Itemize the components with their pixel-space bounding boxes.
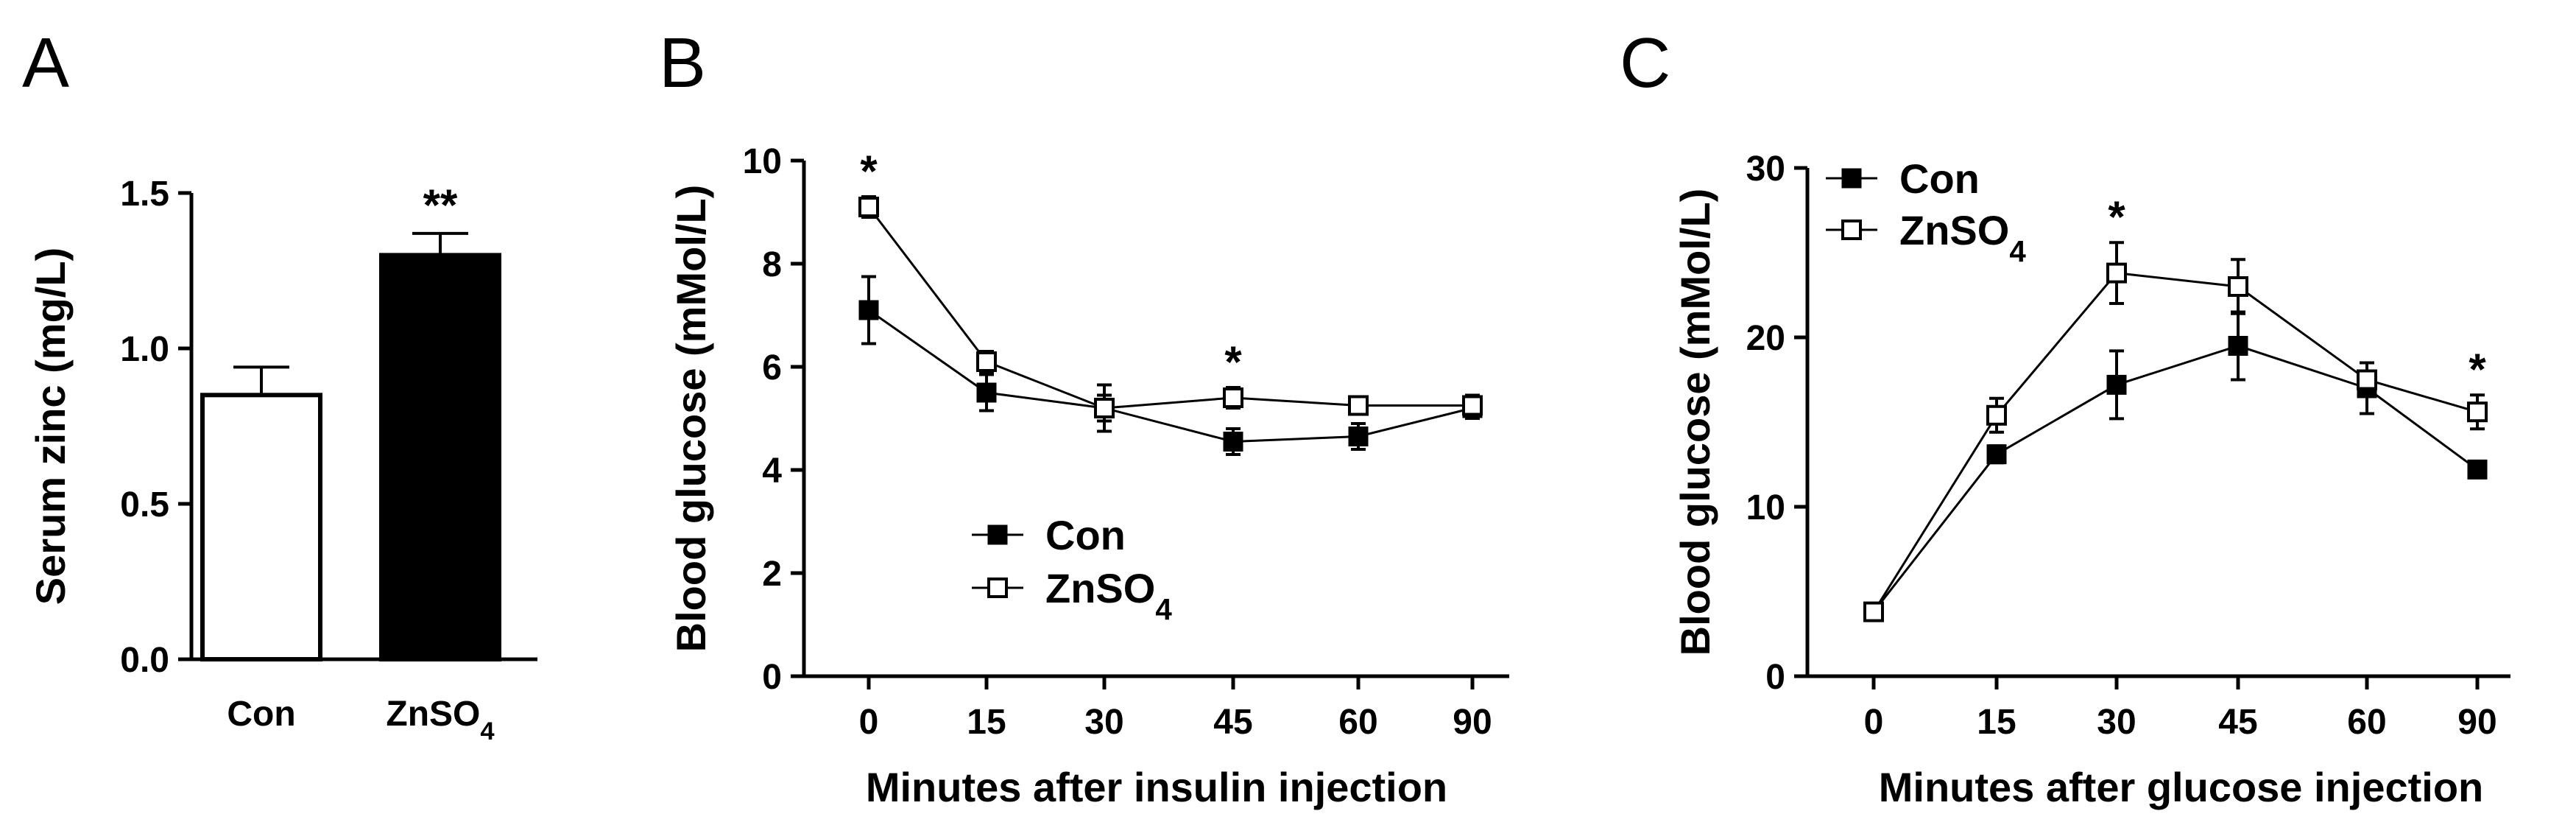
y-tick-label: 20: [1746, 319, 1785, 358]
x-tick-label: 45: [2218, 703, 2257, 742]
data-point-znso4: [2228, 276, 2248, 297]
y-tick-label: 8: [762, 245, 782, 284]
y-tick-label: 1.0: [120, 330, 169, 369]
data-point-znso4: [1462, 395, 1483, 416]
data-point-con: [1223, 432, 1243, 452]
data-point-znso4: [1863, 601, 1884, 622]
x-tick-label: 90: [2457, 703, 2496, 742]
legend-label-znso4: ZnSO4: [1899, 207, 2026, 268]
panel-letter-b: B: [659, 24, 706, 102]
x-tick-label: 0: [1864, 703, 1884, 742]
data-point-con: [976, 382, 997, 403]
bar-con: [200, 393, 322, 661]
x-tick-label: 15: [1977, 703, 2016, 742]
y-tick-label: 10: [743, 142, 782, 181]
significance-mark: *: [1224, 337, 1242, 387]
y-tick-label: 0.5: [120, 485, 169, 524]
legend-label-con: Con: [1899, 155, 1980, 202]
x-tick-label: 15: [967, 703, 1006, 742]
panel-letter-c: C: [1620, 24, 1670, 102]
significance-mark: *: [2108, 192, 2125, 242]
panel-letter-a: A: [22, 24, 69, 102]
x-tick-label: 45: [1213, 703, 1252, 742]
x-tick-label: 60: [2347, 703, 2386, 742]
series-line-con: [1872, 344, 2478, 613]
y-axis-label: Blood glucose (mMol/L): [668, 185, 714, 653]
data-point-con: [2106, 374, 2127, 395]
data-point-con: [1986, 444, 2007, 465]
series-line-znso4: [867, 206, 1472, 410]
data-point-znso4: [1094, 398, 1115, 418]
legend-marker-con: [987, 524, 1008, 545]
y-tick-label: 0: [1765, 658, 1785, 697]
x-tick-label: ZnSO4: [386, 695, 495, 745]
data-point-con: [2467, 459, 2488, 480]
legend-marker-znso4: [1841, 220, 1862, 240]
y-axis-label: Serum zinc (mg/L): [27, 248, 74, 605]
data-point-con: [1348, 426, 1369, 446]
y-tick-label: 6: [762, 348, 782, 387]
data-point-znso4: [2467, 401, 2488, 423]
y-axis-label: Blood glucose (mMol/L): [1672, 189, 1718, 656]
data-point-znso4: [1223, 387, 1243, 408]
x-axis-label: Minutes after glucose injection: [1879, 764, 2483, 810]
data-point-znso4: [2357, 369, 2377, 390]
y-tick-label: 2: [762, 555, 782, 594]
panel-b-line-chart: 0 2 4 6 8 10 0 15 30 45 60 90 * * Con ZnSO4 Minutes afte…: [668, 142, 1509, 810]
series-line-con: [868, 309, 1473, 443]
y-tick-label: 30: [1746, 150, 1785, 189]
x-tick-label: 30: [2097, 703, 2136, 742]
bar-znso4: [379, 253, 501, 661]
significance-mark: **: [423, 180, 458, 230]
series-line-znso4: [1872, 272, 2478, 613]
data-point-znso4: [1986, 404, 2007, 426]
legend-label-con: Con: [1045, 512, 1126, 558]
y-tick-label: 0.0: [120, 641, 169, 680]
y-tick-label: 0: [762, 658, 782, 697]
x-tick-label: Con: [227, 695, 295, 734]
data-point-znso4: [1348, 395, 1369, 416]
x-tick-label: 0: [859, 703, 879, 742]
data-point-znso4: [2106, 262, 2127, 284]
data-point-znso4: [976, 351, 997, 372]
x-tick-label: 30: [1084, 703, 1123, 742]
y-tick-label: 10: [1746, 488, 1785, 527]
data-point-znso4: [858, 197, 879, 217]
y-tick-label: 4: [762, 452, 782, 491]
data-point-con: [2228, 336, 2248, 356]
significance-mark: *: [2469, 345, 2486, 394]
y-tick-label: 1.5: [120, 175, 169, 214]
x-tick-label: 60: [1338, 703, 1377, 742]
significance-mark: *: [860, 147, 878, 196]
legend-marker-znso4: [987, 578, 1008, 598]
legend-label-znso4: ZnSO4: [1045, 565, 1172, 626]
data-point-con: [858, 300, 879, 320]
panel-a-bar-chart: 0.0 0.5 1.0 1.5 Con ZnSO4 ** Serum zinc (mg/L): [27, 175, 537, 745]
x-axis-label: Minutes after insulin injection: [866, 764, 1447, 810]
legend-marker-con: [1841, 168, 1862, 189]
panel-c-line-chart: 0 10 20 30 0 15 30 45 60 90 * * Con ZnSO4 Minutes afte…: [1672, 150, 2510, 810]
x-tick-label: 90: [1453, 703, 1492, 742]
